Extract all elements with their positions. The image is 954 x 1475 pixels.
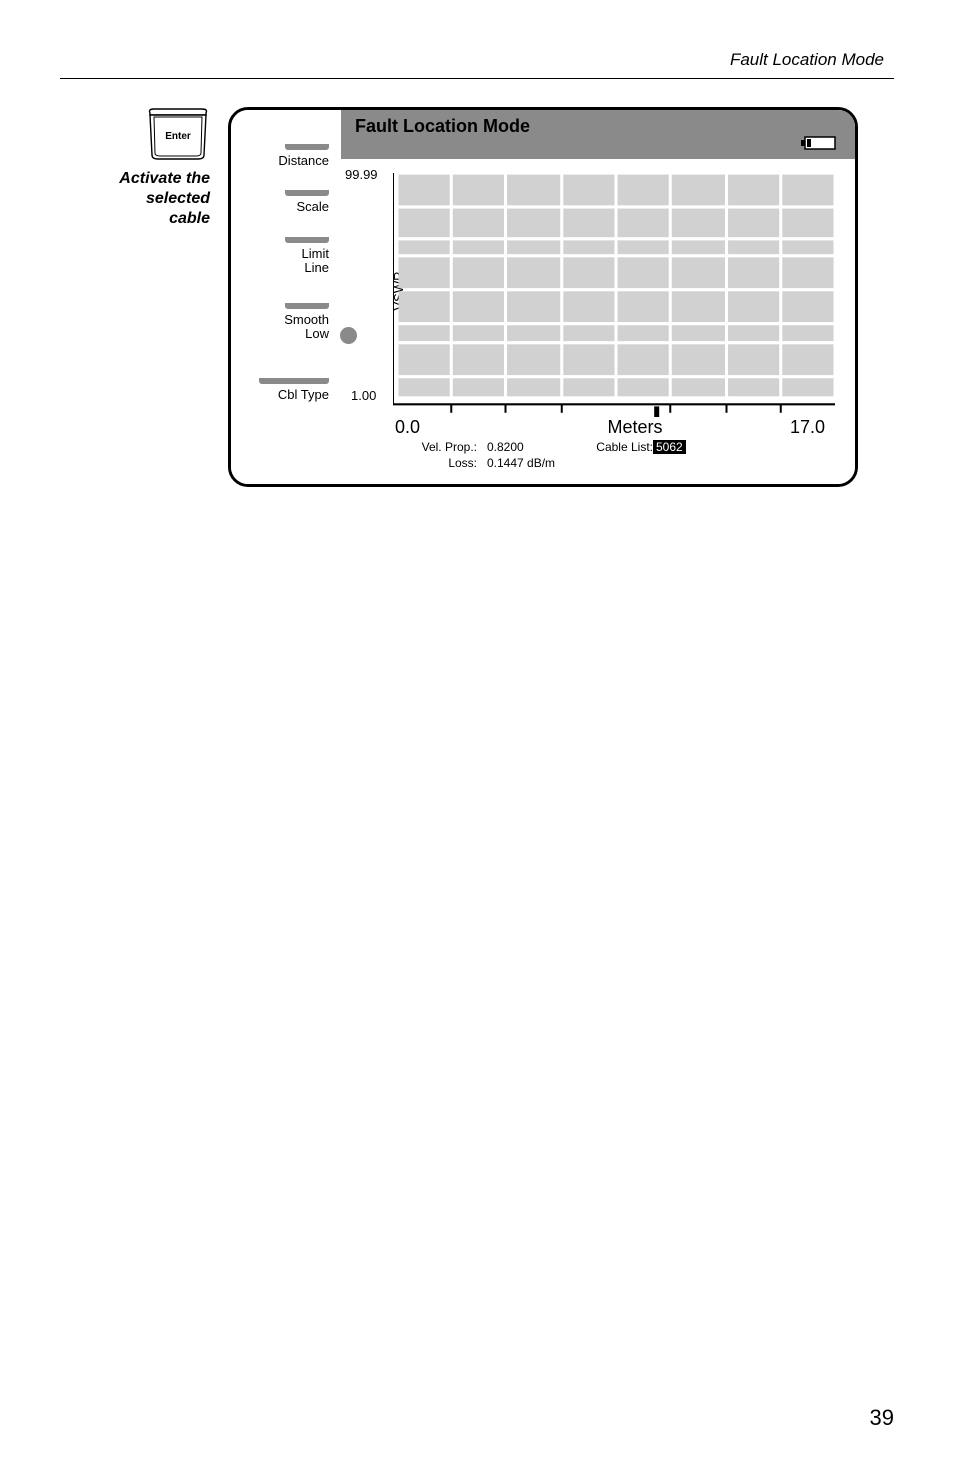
- x-axis-end: 17.0: [790, 417, 825, 438]
- softkey-bar: [285, 190, 329, 196]
- screen-title-bar: Fault Location Mode: [341, 110, 855, 159]
- cable-list-label: Cable List:: [577, 440, 653, 454]
- loss-value: 0.1447 dB/m: [487, 456, 577, 470]
- x-axis-units: Meters: [607, 417, 662, 438]
- softkey-limit-line[interactable]: LimitLine: [231, 237, 335, 276]
- x-axis-start: 0.0: [395, 417, 420, 438]
- page-number: 39: [870, 1405, 894, 1431]
- softkey-bar: [285, 144, 329, 150]
- softkey-label: Scale: [296, 200, 329, 214]
- enter-key-illustration: Enter: [146, 107, 210, 165]
- plot-grid: [393, 173, 835, 417]
- plot-area: 99.99 1.00 VSWR: [345, 165, 835, 417]
- caption-line: Activate the: [119, 170, 210, 187]
- figure-caption: Activate the selected cable: [119, 169, 210, 229]
- battery-icon: [801, 136, 837, 150]
- vel-prop-value: 0.8200: [487, 440, 577, 454]
- softkey-scale[interactable]: Scale: [231, 190, 335, 214]
- info-row-1: Vel. Prop.: 0.8200 Cable List: 5062: [395, 440, 855, 454]
- softkey-label: SmoothLow: [284, 313, 329, 342]
- y-axis-max: 99.99: [345, 167, 378, 182]
- enter-key-label: Enter: [165, 131, 191, 142]
- info-row-2: Loss: 0.1447 dB/m: [395, 456, 855, 470]
- y-axis-min: 1.00: [351, 388, 376, 403]
- softkey-bar: [259, 378, 329, 384]
- softkey-column: Distance Scale LimitLine SmoothLow: [231, 110, 341, 484]
- softkey-bar: [285, 237, 329, 243]
- vel-prop-label: Vel. Prop.:: [395, 440, 477, 454]
- softkey-bar: [285, 303, 329, 309]
- screen: Fault Location Mode 99.99 1.00 VSWR: [341, 110, 855, 484]
- loss-label: Loss:: [395, 456, 477, 470]
- x-axis-row: 0.0 Meters 17.0: [395, 417, 825, 438]
- header-section-title: Fault Location Mode: [60, 50, 894, 70]
- caption-line: selected: [146, 190, 210, 207]
- softkey-distance[interactable]: Distance: [231, 144, 335, 168]
- header-rule: [60, 78, 894, 79]
- screen-title: Fault Location Mode: [355, 116, 530, 136]
- softkey-cbl-type[interactable]: Cbl Type: [231, 378, 335, 402]
- softkey-label: Distance: [278, 154, 329, 168]
- softkey-label: Cbl Type: [278, 388, 329, 402]
- softkey-label: LimitLine: [302, 247, 329, 276]
- caption-line: cable: [169, 210, 210, 227]
- softkey-smooth[interactable]: SmoothLow: [231, 303, 335, 342]
- cable-list-value: 5062: [653, 440, 703, 454]
- device-frame: Distance Scale LimitLine SmoothLow: [228, 107, 858, 487]
